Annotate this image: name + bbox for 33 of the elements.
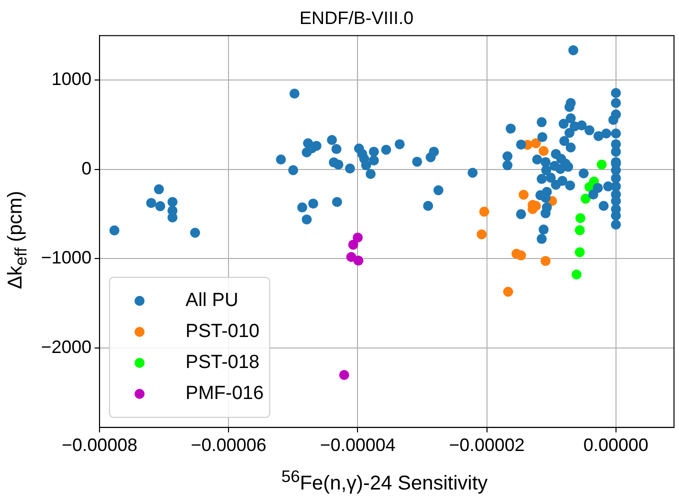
- legend-label: PST-010: [186, 321, 260, 342]
- point: [574, 247, 585, 258]
- point: [580, 194, 591, 204]
- point: [348, 240, 358, 250]
- point: [516, 250, 526, 260]
- chart-title: ENDF/B-VIII.0: [299, 8, 414, 28]
- y-tick-label: 1000: [52, 69, 92, 90]
- point: [339, 370, 350, 380]
- point: [574, 225, 585, 236]
- point: [476, 229, 487, 240]
- point: [596, 160, 607, 170]
- point: [575, 213, 586, 224]
- x-axis-title: $^{56}$Fe(n,γ)-24 Sensitivity: [280, 467, 489, 496]
- y-tick-label: −2000: [40, 336, 92, 357]
- point: [503, 286, 514, 297]
- x-tick-label: −0.00004: [320, 435, 396, 456]
- point: [538, 146, 549, 156]
- x-tick-label: 0.00000: [583, 435, 648, 456]
- x-tick-label: −0.00006: [190, 435, 266, 456]
- point: [479, 206, 490, 217]
- point: [540, 256, 551, 266]
- legend-label: All PU: [186, 290, 238, 312]
- x-tick-label: −0.00008: [62, 435, 138, 456]
- x-tick-label: −0.00002: [449, 435, 525, 456]
- point: [518, 190, 529, 200]
- y-tick-label: −1000: [40, 248, 92, 268]
- legend-label: PMF-016: [186, 383, 264, 404]
- point: [530, 138, 541, 148]
- point: [572, 270, 582, 280]
- point: [352, 232, 363, 243]
- point: [353, 256, 364, 266]
- y-tick-label: 0: [82, 158, 92, 178]
- legend-label: PST-018: [186, 352, 260, 374]
